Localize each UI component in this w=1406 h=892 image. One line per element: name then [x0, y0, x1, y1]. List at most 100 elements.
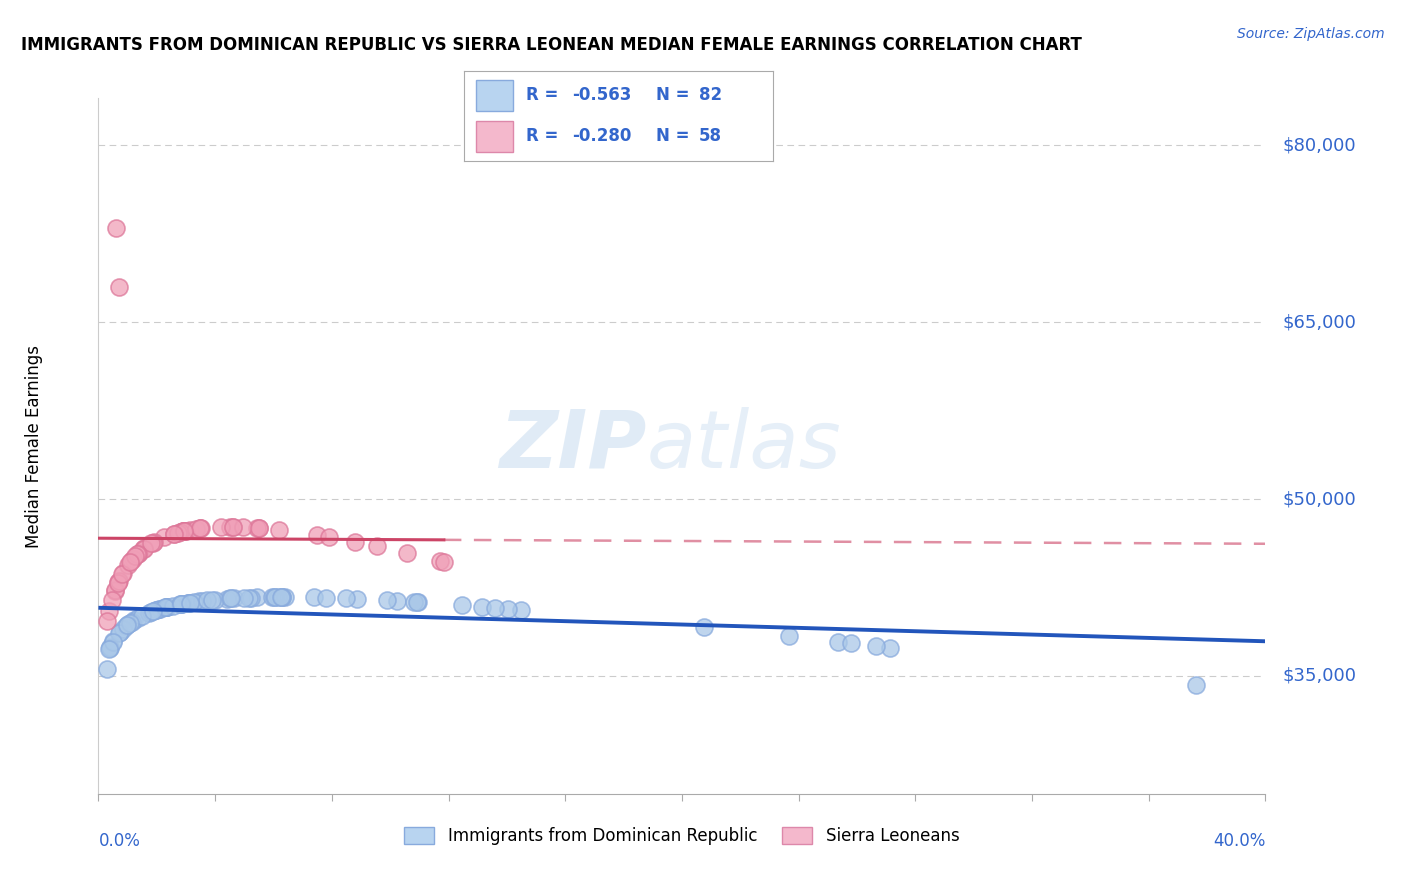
Point: [96, 662, 118, 676]
Point: [274, 590, 297, 604]
Point: [471, 599, 494, 614]
Point: [141, 536, 163, 550]
Point: [188, 594, 211, 608]
Point: [510, 603, 533, 617]
Point: [101, 635, 124, 649]
Point: [145, 603, 167, 617]
Point: [121, 551, 143, 566]
Point: [155, 600, 177, 615]
Point: [173, 524, 195, 538]
Text: R =: R =: [526, 128, 564, 145]
Point: [142, 604, 165, 618]
Point: [217, 591, 239, 606]
Point: [167, 525, 190, 540]
Point: [395, 546, 418, 560]
Point: [190, 521, 212, 535]
Point: [778, 630, 800, 644]
Point: [271, 590, 294, 604]
Point: [163, 526, 186, 541]
Point: [222, 520, 245, 534]
Point: [222, 520, 245, 534]
Point: [110, 624, 132, 639]
Point: [170, 597, 193, 611]
Point: [240, 591, 263, 605]
Point: [156, 600, 179, 615]
Point: [263, 590, 285, 604]
Point: [406, 595, 429, 609]
Point: [127, 610, 149, 624]
Text: 58: 58: [699, 128, 723, 145]
Point: [131, 608, 153, 623]
Point: [115, 618, 138, 632]
Point: [219, 591, 242, 606]
Text: $35,000: $35,000: [1282, 667, 1357, 685]
Point: [177, 596, 200, 610]
Point: [246, 591, 269, 605]
Point: [172, 524, 194, 539]
Point: [233, 591, 256, 605]
Text: 40.0%: 40.0%: [1213, 832, 1265, 850]
Point: [103, 633, 125, 648]
Point: [201, 592, 224, 607]
Point: [184, 522, 207, 536]
Point: [270, 590, 292, 604]
Point: [127, 547, 149, 561]
Point: [100, 640, 122, 654]
Text: R =: R =: [526, 87, 564, 104]
Point: [170, 597, 193, 611]
Point: [172, 597, 194, 611]
Point: [402, 595, 425, 609]
Text: atlas: atlas: [647, 407, 842, 485]
Point: [406, 595, 429, 609]
Point: [246, 521, 269, 535]
Point: [96, 614, 118, 628]
Point: [385, 594, 408, 608]
Point: [433, 555, 456, 569]
Point: [247, 521, 270, 535]
Point: [120, 554, 142, 568]
Point: [111, 566, 134, 581]
Point: [108, 280, 131, 294]
Point: [132, 542, 155, 557]
Point: [107, 574, 129, 589]
Point: [841, 636, 863, 650]
Point: [148, 602, 170, 616]
Point: [118, 555, 141, 569]
Point: [104, 582, 127, 597]
Point: [224, 591, 246, 606]
Point: [169, 524, 191, 539]
Text: N =: N =: [655, 87, 695, 104]
Text: IMMIGRANTS FROM DOMINICAN REPUBLIC VS SIERRA LEONEAN MEDIAN FEMALE EARNINGS CORR: IMMIGRANTS FROM DOMINICAN REPUBLIC VS SI…: [21, 36, 1083, 54]
Point: [122, 613, 145, 627]
Point: [188, 521, 211, 535]
Point: [219, 591, 242, 606]
Point: [484, 600, 506, 615]
Point: [315, 591, 337, 605]
Point: [260, 590, 283, 604]
Point: [145, 603, 167, 617]
Point: [343, 535, 366, 549]
Point: [152, 530, 174, 544]
Point: [98, 641, 121, 656]
Text: $65,000: $65,000: [1282, 313, 1357, 331]
Point: [107, 626, 129, 640]
Point: [172, 524, 194, 539]
Point: [174, 524, 197, 538]
Point: [238, 591, 260, 605]
Point: [138, 606, 160, 620]
Point: [307, 528, 329, 542]
Point: [179, 595, 201, 609]
Point: [204, 592, 226, 607]
Text: Median Female Earnings: Median Female Earnings: [25, 344, 44, 548]
Point: [865, 639, 887, 653]
Point: [264, 590, 287, 604]
Text: -0.563: -0.563: [572, 87, 631, 104]
FancyBboxPatch shape: [477, 80, 513, 111]
Point: [101, 592, 124, 607]
Point: [115, 619, 138, 633]
Text: N =: N =: [655, 128, 695, 145]
Point: [267, 523, 290, 537]
Point: [496, 602, 519, 616]
Point: [132, 541, 155, 556]
Point: [451, 599, 474, 613]
